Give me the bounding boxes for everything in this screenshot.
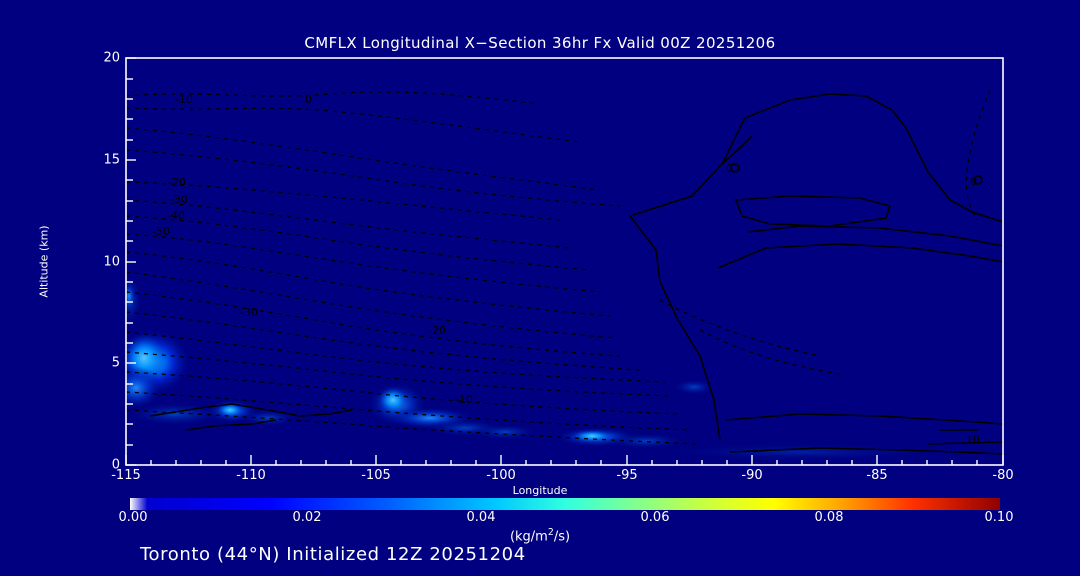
colorbar-units-label: (kg/m2/s)	[0, 527, 1080, 544]
x-tick-label: -85	[866, 468, 888, 483]
colorbar-units-head: (kg/m	[509, 529, 548, 545]
x-tick-label: -105	[361, 468, 391, 483]
svg-text:-20: -20	[168, 176, 186, 189]
colorbar-units-exponent: 2	[547, 527, 554, 538]
x-tick-label: -115	[111, 468, 141, 483]
contour-inline-labels: -10 0 -20 -30 -40 -50 -30 -20 -10 0 0 10	[152, 93, 980, 446]
svg-text:-40: -40	[167, 209, 185, 222]
svg-text:0: 0	[970, 175, 977, 188]
figure-caption: Toronto (44°N) Initialized 12Z 20251204	[140, 544, 526, 565]
axis-ticks	[125, 57, 1004, 466]
y-tick-label: 0	[111, 457, 120, 473]
x-tick-label: -110	[236, 468, 266, 483]
x-tick-label: -100	[486, 468, 516, 483]
chart-title: CMFLX Longitudinal X−Section 36hr Fx Val…	[304, 34, 776, 52]
dashed-isotherm-contours	[126, 89, 991, 445]
colorbar-tick-label: 0.06	[640, 510, 670, 525]
svg-text:-10: -10	[175, 93, 193, 106]
x-tick-label: -95	[616, 468, 638, 483]
colorbar	[130, 498, 1000, 510]
y-tick-label: 5	[111, 355, 120, 371]
x-tick-label: -90	[741, 468, 763, 483]
colorbar-tick-label: 0.00	[118, 510, 148, 525]
x-tick-label: -80	[992, 468, 1014, 483]
y-tick-label: 20	[103, 50, 120, 66]
colorbar-tick-label: 0.10	[984, 510, 1014, 525]
solid-isotherm-contours	[149, 93, 1003, 455]
y-tick-label: 15	[103, 152, 120, 168]
svg-text:0: 0	[726, 162, 733, 175]
y-tick-label: 10	[103, 254, 120, 270]
colorbar-tick-label: 0.04	[466, 510, 496, 525]
plot-area-background	[126, 58, 1003, 465]
colorbar-tick-label: 0.02	[292, 510, 322, 525]
svg-text:0: 0	[305, 93, 312, 106]
svg-text:-20: -20	[428, 324, 446, 337]
colorbar-tick-label: 0.08	[814, 510, 844, 525]
x-axis-label: Longitude	[512, 484, 568, 497]
svg-text:-30: -30	[240, 306, 258, 319]
svg-text:-30: -30	[170, 193, 188, 206]
svg-text:-10: -10	[455, 393, 473, 406]
svg-text:-50: -50	[152, 225, 170, 238]
colorbar-units-tail: /s)	[553, 529, 571, 545]
svg-text:10: 10	[966, 433, 980, 446]
